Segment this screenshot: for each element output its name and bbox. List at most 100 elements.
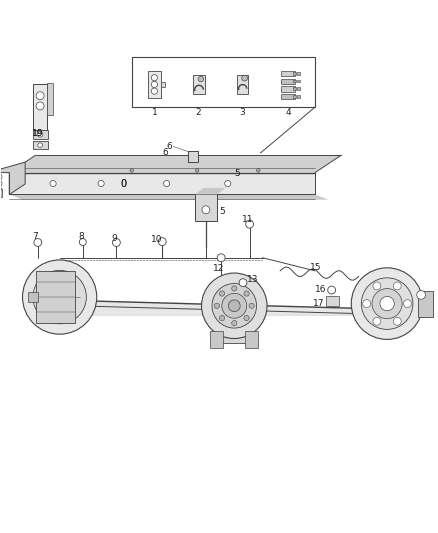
Text: 0: 0	[120, 179, 126, 189]
Circle shape	[232, 286, 237, 291]
Circle shape	[151, 82, 157, 87]
Circle shape	[163, 181, 170, 187]
Circle shape	[373, 282, 381, 290]
Bar	[281, 79, 295, 84]
Polygon shape	[215, 329, 254, 343]
Text: 6: 6	[166, 142, 173, 151]
Bar	[297, 72, 300, 75]
Circle shape	[244, 316, 249, 321]
Bar	[417, 290, 433, 317]
Text: 7: 7	[32, 232, 38, 241]
Circle shape	[225, 181, 231, 187]
Text: 11: 11	[242, 215, 253, 224]
Circle shape	[214, 303, 219, 309]
Circle shape	[37, 132, 43, 137]
Circle shape	[0, 180, 2, 187]
Circle shape	[130, 169, 134, 172]
Text: 3: 3	[239, 108, 244, 117]
Bar	[33, 141, 48, 149]
Circle shape	[249, 303, 254, 309]
Circle shape	[351, 268, 423, 340]
Circle shape	[219, 316, 225, 321]
Circle shape	[219, 291, 225, 296]
Circle shape	[34, 239, 42, 246]
Text: 1: 1	[152, 108, 157, 117]
Bar	[237, 75, 248, 94]
Text: 17: 17	[313, 299, 325, 308]
Circle shape	[380, 296, 394, 311]
Bar	[187, 151, 198, 161]
Circle shape	[228, 300, 240, 312]
Bar	[193, 75, 205, 94]
Circle shape	[50, 181, 56, 187]
Circle shape	[363, 300, 371, 308]
Bar	[297, 95, 300, 98]
Circle shape	[403, 300, 411, 308]
Circle shape	[53, 290, 66, 304]
Circle shape	[151, 75, 157, 81]
Circle shape	[417, 290, 425, 299]
Bar	[297, 87, 300, 90]
Text: 4: 4	[285, 108, 291, 117]
Circle shape	[113, 239, 120, 246]
Circle shape	[244, 291, 249, 296]
Polygon shape	[0, 162, 25, 195]
Circle shape	[212, 284, 257, 328]
Circle shape	[361, 278, 413, 329]
Polygon shape	[33, 84, 47, 130]
Circle shape	[33, 270, 86, 324]
Polygon shape	[10, 173, 315, 195]
Text: 15: 15	[310, 263, 321, 272]
Circle shape	[242, 75, 247, 81]
Text: 2: 2	[195, 108, 201, 117]
Bar	[245, 331, 258, 349]
Circle shape	[36, 102, 44, 110]
Circle shape	[0, 187, 2, 193]
Bar	[281, 86, 295, 92]
Polygon shape	[195, 188, 226, 195]
Bar	[28, 292, 38, 302]
Circle shape	[36, 92, 44, 100]
Circle shape	[201, 273, 267, 338]
Circle shape	[158, 238, 166, 246]
Circle shape	[393, 317, 401, 325]
Circle shape	[151, 88, 157, 94]
Bar	[132, 57, 315, 107]
Text: 6: 6	[162, 148, 168, 157]
Bar	[161, 82, 165, 87]
Polygon shape	[27, 299, 424, 316]
Text: 0: 0	[120, 179, 126, 189]
Circle shape	[372, 288, 402, 319]
Circle shape	[38, 143, 42, 147]
Circle shape	[232, 320, 237, 326]
Text: 13: 13	[247, 275, 258, 284]
Text: 8: 8	[78, 232, 84, 241]
Bar	[297, 79, 300, 83]
Circle shape	[328, 286, 336, 294]
Bar	[47, 83, 53, 115]
Circle shape	[98, 181, 104, 187]
Circle shape	[246, 220, 254, 228]
Bar	[148, 71, 161, 98]
Bar	[0, 189, 2, 197]
Circle shape	[79, 239, 86, 246]
Circle shape	[217, 254, 225, 262]
Text: 16: 16	[315, 285, 327, 294]
Text: 10: 10	[151, 235, 162, 244]
Bar	[293, 72, 296, 75]
Circle shape	[0, 174, 2, 181]
Bar	[326, 296, 339, 306]
Circle shape	[202, 206, 210, 214]
Bar	[33, 130, 48, 139]
Bar	[195, 195, 217, 221]
Text: 19: 19	[32, 129, 43, 138]
Bar	[210, 331, 223, 349]
Bar	[281, 71, 295, 76]
Circle shape	[222, 293, 247, 318]
Text: 9: 9	[111, 233, 117, 243]
Polygon shape	[10, 195, 328, 200]
Circle shape	[195, 169, 199, 172]
Bar	[293, 79, 296, 83]
Circle shape	[45, 282, 74, 312]
Polygon shape	[10, 155, 341, 173]
